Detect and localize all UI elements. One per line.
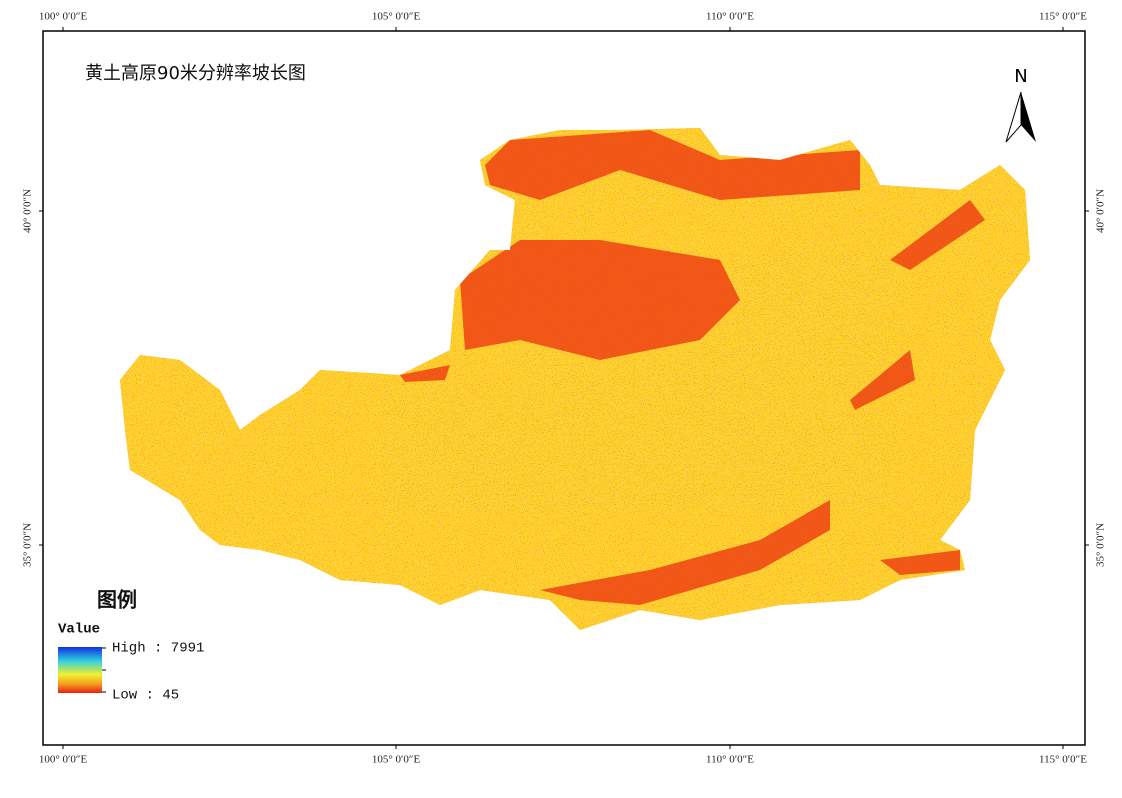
lat-label-right: 40° 0′0″N — [1095, 189, 1107, 233]
legend: 图例 Value High : 7991 Low : 45 — [58, 588, 204, 704]
north-label: N — [1014, 66, 1027, 87]
lon-label-bottom: 105° 0′0″E — [372, 754, 421, 766]
legend-low: Low : 45 — [112, 688, 179, 704]
legend-field: Value — [58, 622, 100, 638]
lon-label-top: 100° 0′0″E — [39, 11, 88, 23]
lat-label-right: 35° 0′0″N — [1095, 523, 1107, 567]
slope-length-raster — [120, 128, 1030, 630]
lat-label-left: 40° 0′0″N — [22, 189, 34, 233]
lat-label-left: 35° 0′0″N — [22, 523, 34, 567]
legend-ramp — [58, 647, 102, 693]
lon-label-bottom: 115° 0′0″E — [1039, 754, 1087, 766]
lon-label-top: 110° 0′0″E — [706, 11, 754, 23]
lon-label-bottom: 100° 0′0″E — [39, 754, 88, 766]
graticule: 100° 0′0″E 100° 0′0″E 105° 0′0″E 105° 0′0″E… — [22, 11, 1107, 766]
lon-label-top: 105° 0′0″E — [372, 11, 421, 23]
lon-label-bottom: 110° 0′0″E — [706, 754, 754, 766]
legend-title: 图例 — [97, 588, 137, 612]
lon-label-top: 115° 0′0″E — [1039, 11, 1087, 23]
map-title: 黄土高原90米分辨率坡长图 — [85, 63, 306, 84]
north-arrow: N — [1005, 66, 1036, 143]
map-frame — [42, 30, 1086, 746]
legend-high: High : 7991 — [112, 641, 204, 657]
